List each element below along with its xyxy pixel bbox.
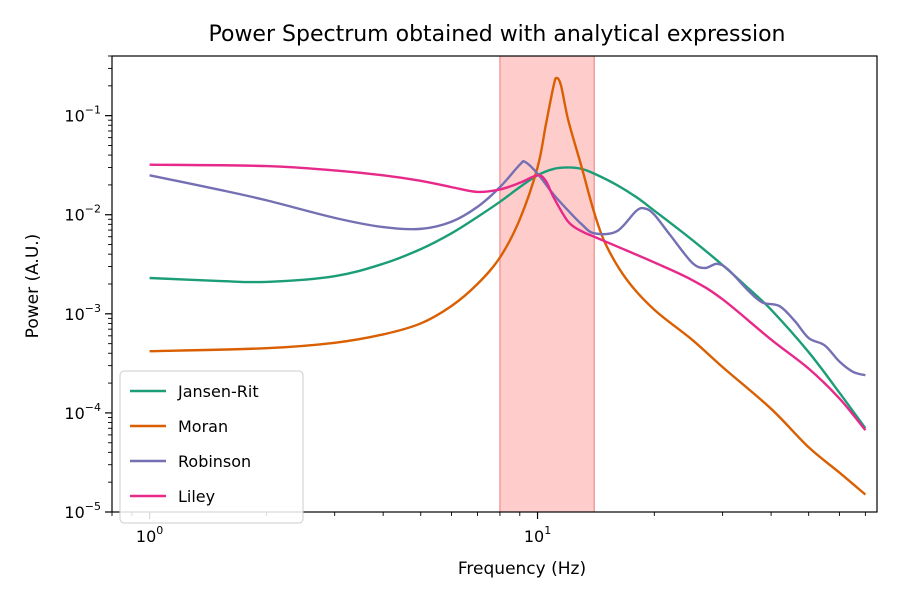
legend-label-robinson: Robinson [178,452,251,471]
x-tick-label: 101 [524,524,551,546]
highlight-band-layer [499,56,595,512]
series-line-jansen-rit [149,166,867,429]
y-tick-label: 10−1 [64,104,101,126]
series-line-liley [149,163,867,431]
legend-label-liley: Liley [178,487,215,506]
y-tick-label: 10−3 [64,302,101,324]
legend: Jansen-Rit Moran Robinson Liley [119,370,304,524]
y-tick-label: 10−5 [64,500,101,522]
y-tick-label: 10−2 [64,203,101,225]
legend-label-moran: Moran [178,417,228,436]
x-axis-label: Frequency (Hz) [458,559,586,579]
y-tick-label: 10−4 [64,401,101,423]
chart-title: Power Spectrum obtained with analytical … [209,22,786,47]
x-tick-label: 100 [136,524,163,546]
y-ticks: 10−5 10−4 10−3 10−2 10−1 [64,55,112,522]
series-lines-layer [149,76,867,496]
y-axis-label: Power (A.U.) [23,234,43,339]
highlight-band [499,56,595,512]
series-line-robinson [149,159,866,377]
series-line-moran [149,76,867,496]
legend-label-jansen-rit: Jansen-Rit [177,382,259,401]
legend-box [119,370,304,524]
